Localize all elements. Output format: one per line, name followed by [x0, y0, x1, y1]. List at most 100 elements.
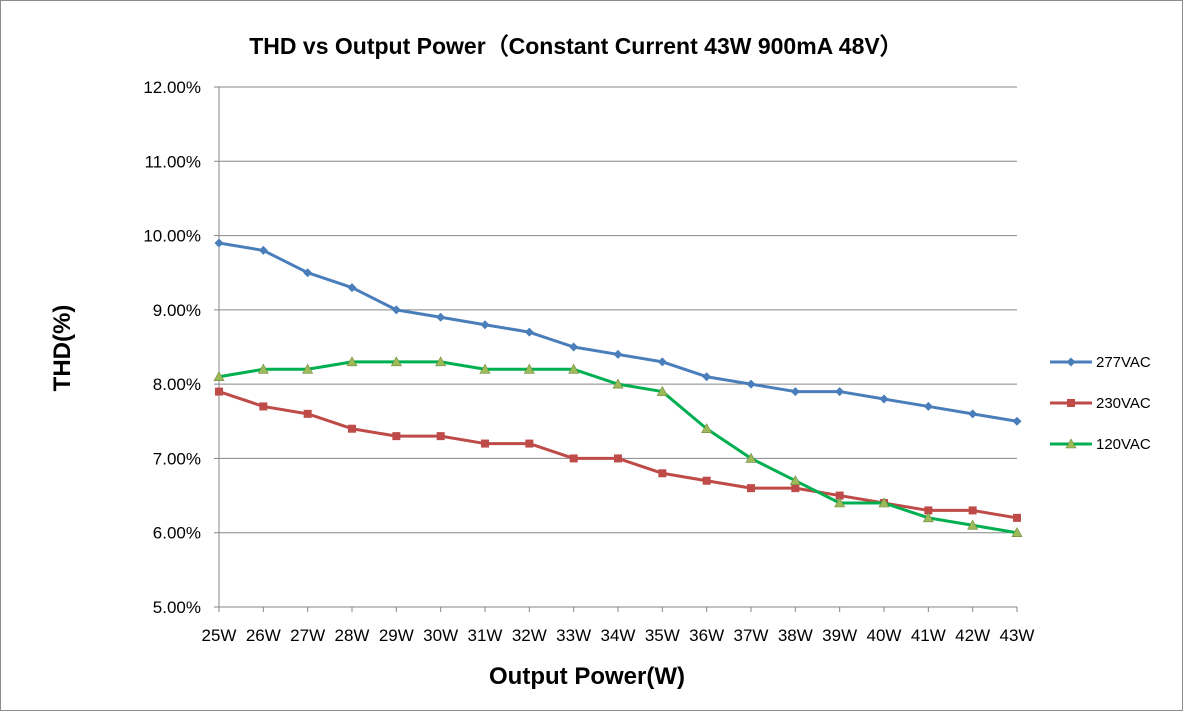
data-point	[569, 342, 579, 352]
y-tick-label: 12.00%	[143, 78, 201, 97]
x-tick-label: 32W	[512, 626, 547, 645]
data-point	[348, 424, 356, 433]
x-tick-label: 33W	[556, 626, 591, 645]
x-tick-label: 41W	[911, 626, 946, 645]
y-tick-label: 8.00%	[153, 375, 201, 394]
axes	[218, 87, 1018, 612]
legend-item: 277VAC	[1050, 354, 1151, 371]
data-point	[480, 320, 490, 330]
x-tick-label: 29W	[379, 626, 414, 645]
data-point	[790, 387, 800, 397]
data-point	[258, 245, 268, 255]
data-point	[525, 439, 534, 448]
data-point	[835, 387, 845, 397]
data-point	[745, 452, 757, 463]
data-point	[435, 356, 447, 367]
data-point	[924, 506, 933, 515]
data-point	[613, 349, 623, 359]
data-point	[834, 497, 846, 508]
legend-marker	[1066, 357, 1076, 367]
data-point	[259, 402, 268, 411]
data-point	[214, 238, 224, 248]
data-point	[612, 378, 624, 389]
y-tick-label: 11.00%	[145, 152, 201, 171]
legend: 277VAC 230VAC 120VAC	[1050, 354, 1151, 453]
data-point	[346, 356, 358, 367]
legend-label: 120VAC	[1096, 436, 1151, 453]
series-230VAC	[215, 387, 1021, 522]
data-point	[656, 385, 668, 396]
x-tick-label: 28W	[335, 626, 370, 645]
x-tick-label: 25W	[202, 626, 237, 645]
data-point	[524, 327, 534, 337]
data-point	[257, 363, 269, 374]
data-point	[347, 283, 357, 293]
y-tick-label: 5.00%	[153, 598, 201, 617]
legend-label: 230VAC	[1096, 395, 1151, 412]
data-point	[481, 439, 489, 448]
data-point	[701, 423, 713, 434]
series-277VAC	[214, 238, 1022, 426]
legend-item: 120VAC	[1050, 436, 1151, 453]
data-point	[614, 454, 622, 463]
x-tick-label: 43W	[1000, 626, 1035, 645]
chart-title: THD vs Output Power（Constant Current 43W…	[249, 33, 902, 59]
legend-marker	[1065, 438, 1077, 449]
x-tick-label: 42W	[955, 626, 990, 645]
data-point	[392, 432, 401, 441]
data-point	[303, 268, 313, 278]
y-tick-label: 10.00%	[143, 227, 201, 246]
y-tick-labels: 5.00% 6.00% 7.00% 8.00% 9.00% 10.00% 11.00% 12.…	[143, 78, 201, 617]
data-point	[747, 484, 755, 493]
y-tick-label: 9.00%	[153, 301, 201, 320]
series-120VAC	[213, 356, 1023, 538]
data-point	[657, 357, 667, 367]
x-tick-label: 36W	[689, 626, 724, 645]
data-point	[213, 371, 225, 382]
data-point	[879, 394, 889, 404]
x-tick-label: 40W	[867, 626, 902, 645]
grid-lines	[214, 86, 1017, 608]
y-axis-title: THD(%)	[49, 305, 76, 392]
data-point	[523, 363, 535, 374]
series-line	[218, 241, 1018, 423]
x-tick-label: 31W	[468, 626, 503, 645]
legend-marker	[1067, 399, 1075, 407]
data-point	[835, 491, 844, 500]
data-point	[702, 476, 711, 485]
x-tick-label: 30W	[423, 626, 458, 645]
data-point	[391, 305, 401, 315]
data-point	[878, 497, 890, 508]
data-point	[968, 409, 978, 419]
x-tick-label: 27W	[290, 626, 325, 645]
data-point	[658, 469, 667, 478]
x-tick-label: 26W	[246, 626, 281, 645]
data-point	[215, 387, 223, 396]
data-point	[789, 475, 801, 486]
data-point	[968, 506, 977, 515]
data-point	[923, 401, 933, 411]
data-point	[303, 409, 312, 418]
data-point	[569, 454, 578, 463]
data-point	[568, 363, 580, 374]
x-tick-label: 35W	[645, 626, 680, 645]
data-point	[436, 312, 446, 322]
data-point	[479, 363, 491, 374]
x-tick-label: 39W	[822, 626, 857, 645]
data-point	[702, 372, 712, 382]
data-point	[967, 519, 979, 530]
x-axis-title: Output Power(W)	[489, 663, 685, 690]
y-tick-label: 6.00%	[153, 524, 201, 543]
series-group	[213, 238, 1023, 538]
legend-label: 277VAC	[1096, 354, 1151, 371]
data-point	[302, 363, 314, 374]
data-point	[1013, 513, 1021, 522]
data-point	[436, 432, 445, 441]
data-point	[390, 356, 402, 367]
data-point	[1011, 527, 1023, 538]
data-point	[791, 484, 800, 493]
data-point	[746, 379, 756, 389]
y-tick-label: 7.00%	[153, 449, 201, 468]
